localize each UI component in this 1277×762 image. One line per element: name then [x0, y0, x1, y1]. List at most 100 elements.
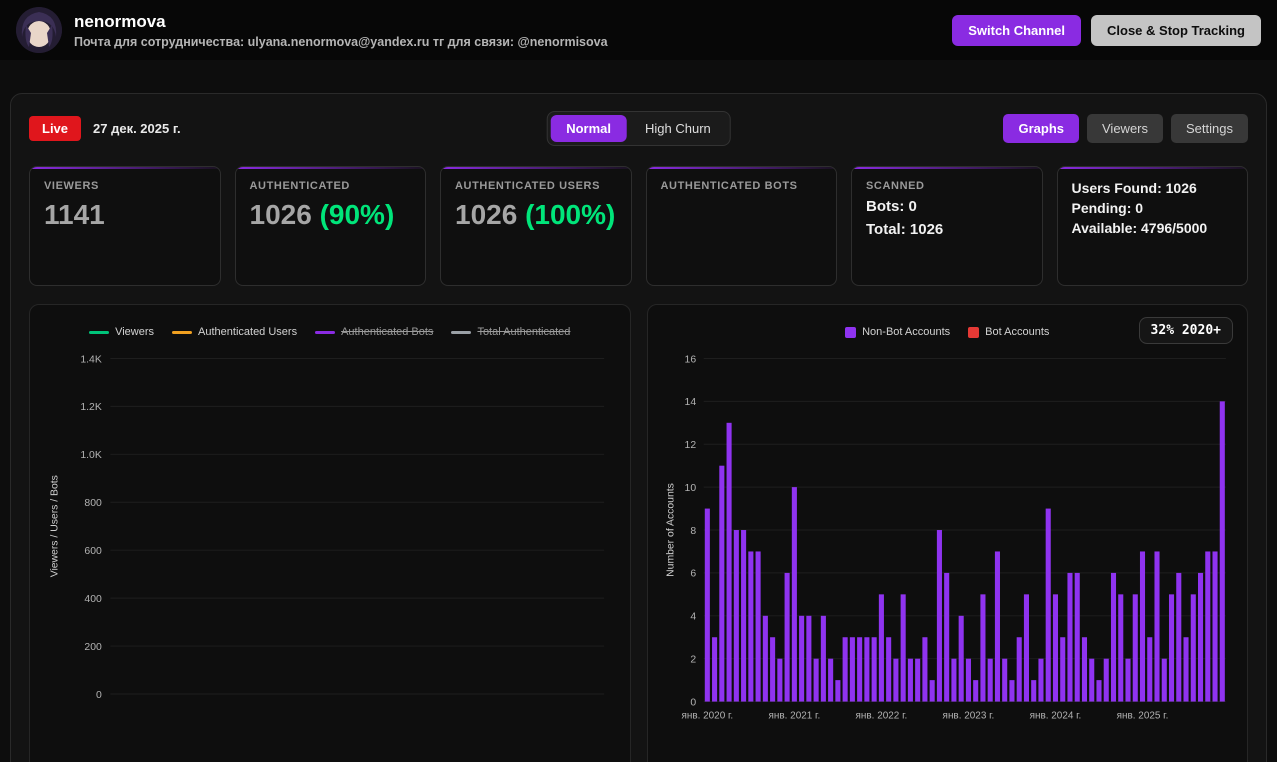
- channel-description: Почта для сотрудничества: ulyana.nenormo…: [74, 34, 608, 49]
- svg-text:Viewers / Users / Bots: Viewers / Users / Bots: [49, 475, 60, 577]
- svg-text:10: 10: [684, 483, 696, 494]
- legend-item-non-bot-accounts[interactable]: Non-Bot Accounts: [845, 326, 950, 338]
- tab-viewers[interactable]: Viewers: [1087, 113, 1164, 143]
- svg-text:янв. 2023 г.: янв. 2023 г.: [942, 711, 994, 722]
- status-group: Live 27 дек. 2025 г.: [29, 115, 181, 141]
- stat-title: AUTHENTICATED: [249, 180, 350, 192]
- legend-label: Non-Bot Accounts: [862, 326, 951, 338]
- legend-item-authenticated-users[interactable]: Authenticated Users: [172, 326, 297, 338]
- stat-value: 1026 (100%): [455, 199, 617, 231]
- avatar-image: [16, 7, 62, 53]
- svg-text:янв. 2020 г.: янв. 2020 г.: [681, 711, 733, 722]
- accounts-chart: 0 2 4 6 8 10 12 14 16 янв. 2020 г. янв. 2021 г. янв…: [662, 349, 1234, 735]
- svg-text:600: 600: [84, 546, 102, 557]
- tab-settings[interactable]: Settings: [1171, 113, 1248, 143]
- tab-graphs[interactable]: Graphs: [1003, 113, 1079, 143]
- users-found-line: Users Found: 1026: [1071, 180, 1197, 196]
- scanned-total-line: Total: 1026: [866, 221, 944, 238]
- viewers-chart-header: Viewers Authenticated Users Authenticated …: [44, 319, 616, 345]
- available-line: Available: 4796/5000: [1071, 220, 1208, 236]
- stat-number: 1026: [249, 199, 312, 230]
- legend-item-bot-accounts[interactable]: Bot Accounts: [968, 326, 1049, 338]
- stat-card-authenticated-bots: AUTHENTICATED BOTS: [645, 166, 837, 286]
- svg-text:800: 800: [84, 498, 102, 509]
- switch-channel-button[interactable]: Switch Channel: [952, 14, 1082, 46]
- svg-text:Number of Accounts: Number of Accounts: [665, 483, 676, 577]
- legend-label: Bot Accounts: [985, 326, 1050, 338]
- legend-swatch: [315, 330, 336, 334]
- stat-card-authenticated: AUTHENTICATED 1026 (90%): [234, 166, 426, 286]
- stat-value: 1026 (90%): [250, 199, 412, 231]
- svg-text:1.0K: 1.0K: [80, 450, 101, 461]
- viewers-chart-panel: Viewers Authenticated Users Authenticated …: [29, 304, 631, 762]
- dashboard-toolbar: Live 27 дек. 2025 г. Normal High Churn G…: [29, 110, 1248, 146]
- close-stop-tracking-button[interactable]: Close & Stop Tracking: [1091, 14, 1261, 46]
- svg-text:янв. 2021 г.: янв. 2021 г.: [768, 711, 820, 722]
- accounts-2020-badge: 32% 2020+: [1138, 317, 1233, 344]
- app-header: nenormova Почта для сотрудничества: ulya…: [0, 0, 1277, 60]
- live-badge: Live: [29, 115, 82, 141]
- accounts-chart-legend: Non-Bot Accounts Bot Accounts: [845, 326, 1049, 338]
- svg-text:12: 12: [684, 440, 696, 451]
- legend-label: Authenticated Bots: [341, 326, 434, 338]
- svg-text:4: 4: [690, 612, 696, 623]
- svg-text:16: 16: [684, 354, 696, 365]
- stat-card-summary: Users Found: 1026 Pending: 0 Available: …: [1056, 166, 1248, 286]
- stat-percent: (90%): [319, 199, 395, 230]
- stat-title: AUTHENTICATED BOTS: [660, 180, 798, 192]
- viewers-users-bots-chart-svg: 0 200 400 600 800 1.0K 1.2K 1.4K Viewers / Users…: [49, 354, 605, 701]
- legend-swatch: [968, 326, 980, 338]
- stat-percent: (100%): [525, 199, 616, 230]
- svg-text:8: 8: [690, 526, 696, 537]
- stat-card-authenticated-users: AUTHENTICATED USERS 1026 (100%): [440, 166, 632, 286]
- svg-text:янв. 2022 г.: янв. 2022 г.: [855, 711, 907, 722]
- stat-title: AUTHENTICATED USERS: [455, 180, 601, 192]
- legend-label: Authenticated Users: [198, 326, 298, 338]
- legend-item-total-authenticated[interactable]: Total Authenticated: [451, 326, 570, 338]
- legend-item-authenticated-bots[interactable]: Authenticated Bots: [315, 326, 433, 338]
- svg-text:6: 6: [690, 569, 696, 580]
- svg-text:14: 14: [684, 397, 696, 408]
- header-actions: Switch Channel Close & Stop Tracking: [952, 14, 1261, 46]
- svg-text:янв. 2024 г.: янв. 2024 г.: [1029, 711, 1081, 722]
- svg-text:0: 0: [96, 690, 102, 701]
- pending-line: Pending: 0: [1071, 200, 1144, 216]
- accounts-bar-chart-svg: 0 2 4 6 8 10 12 14 16 янв. 2020 г. янв. 2021 г. янв…: [665, 354, 1226, 722]
- dashboard-panel: Live 27 дек. 2025 г. Normal High Churn G…: [10, 93, 1267, 762]
- mode-high-churn-button[interactable]: High Churn: [629, 115, 727, 142]
- legend-swatch: [845, 326, 857, 338]
- mode-toggle: Normal High Churn: [546, 110, 731, 146]
- channel-text: nenormova Почта для сотрудничества: ulya…: [74, 12, 608, 49]
- channel-info: nenormova Почта для сотрудничества: ulya…: [16, 7, 608, 53]
- stat-title: SCANNED: [866, 180, 925, 192]
- stat-card-viewers: VIEWERS 1141: [29, 166, 221, 286]
- legend-label: Total Authenticated: [477, 326, 571, 338]
- stat-value: 1141: [44, 199, 105, 230]
- svg-text:2: 2: [690, 654, 696, 665]
- accounts-chart-header: Non-Bot Accounts Bot Accounts 32% 2020+: [662, 317, 1233, 345]
- legend-label: Viewers: [115, 326, 155, 338]
- channel-avatar: [16, 7, 62, 53]
- svg-text:400: 400: [84, 594, 102, 605]
- scanned-bots-line: Bots: 0: [866, 198, 917, 215]
- svg-text:1.2K: 1.2K: [80, 402, 101, 413]
- viewers-chart: 0 200 400 600 800 1.0K 1.2K 1.4K Viewers / Users…: [44, 349, 616, 714]
- channel-name: nenormova: [74, 11, 166, 31]
- legend-item-viewers[interactable]: Viewers: [89, 326, 154, 338]
- legend-swatch: [89, 330, 110, 334]
- mode-normal-button[interactable]: Normal: [550, 114, 628, 142]
- legend-swatch: [451, 330, 472, 334]
- svg-text:янв. 2025 г.: янв. 2025 г.: [1116, 711, 1168, 722]
- charts-row: Viewers Authenticated Users Authenticated …: [29, 304, 1248, 762]
- svg-text:0: 0: [690, 697, 696, 708]
- accounts-chart-panel: Non-Bot Accounts Bot Accounts 32% 2020+ 0…: [646, 304, 1248, 762]
- stat-number: 1026: [455, 199, 518, 230]
- svg-text:1.4K: 1.4K: [80, 354, 101, 365]
- date-label: 27 дек. 2025 г.: [93, 120, 181, 136]
- stat-card-scanned: SCANNED Bots: 0 Total: 1026: [851, 166, 1043, 286]
- view-tabs: Graphs Viewers Settings: [1003, 113, 1248, 143]
- stats-row: VIEWERS 1141 AUTHENTICATED 1026 (90%) AU…: [29, 166, 1248, 286]
- legend-swatch: [172, 330, 193, 334]
- svg-text:200: 200: [84, 642, 102, 653]
- stat-title: VIEWERS: [44, 180, 99, 192]
